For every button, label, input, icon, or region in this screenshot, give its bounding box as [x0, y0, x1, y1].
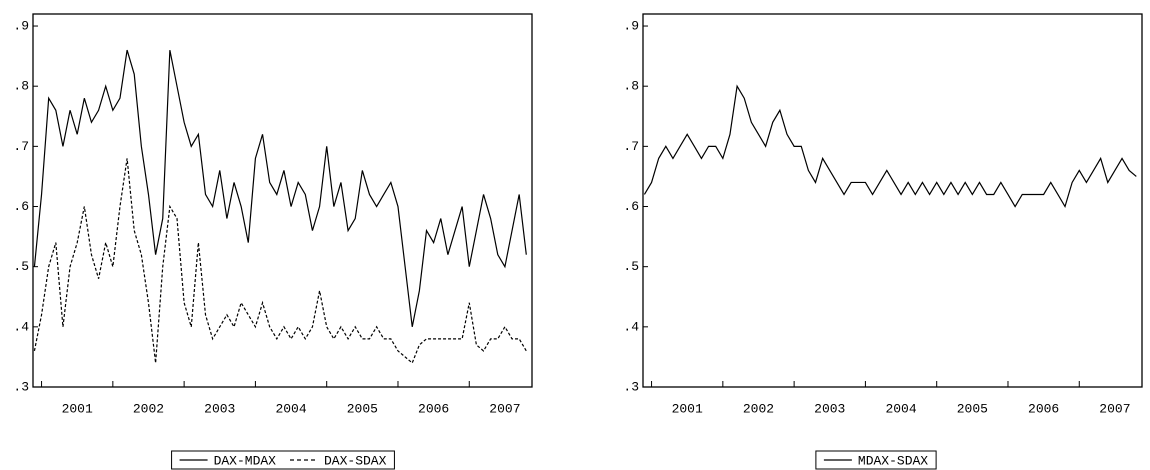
y-tick-label: .3 [623, 379, 639, 394]
y-tick-label: .8 [13, 79, 29, 94]
plot-frame [642, 13, 1143, 388]
x-tick-label: 2007 [1099, 401, 1130, 416]
y-tick-label: .6 [623, 199, 639, 214]
plot-frame [32, 13, 533, 388]
y-tick-label: .5 [13, 259, 29, 274]
legend-label: MDAX-SDAX [858, 453, 928, 468]
x-tick-label: 2001 [62, 401, 93, 416]
x-tick-label: 2002 [743, 401, 774, 416]
chart-panel: .3 .4 .5 .6 .7 .8 .9 2001 2002 2003 2004 2005 2006 20… [13, 13, 533, 470]
x-tick-label: 2002 [133, 401, 164, 416]
y-tick-label: .4 [623, 319, 639, 334]
x-tick-label: 2003 [814, 401, 845, 416]
legend-label: DAX-SDAX [324, 453, 387, 468]
y-tick-label: .4 [13, 319, 29, 334]
x-tick-label: 2001 [672, 401, 703, 416]
series-line [33, 49, 527, 327]
legend-box [171, 450, 395, 470]
x-tick-label: 2004 [275, 401, 306, 416]
x-tick-label: 2007 [489, 401, 520, 416]
y-tick-label: .5 [623, 259, 639, 274]
x-tick-label: 2005 [347, 401, 378, 416]
chart-panel: .3 .4 .5 .6 .7 .8 .9 2001 2002 2003 2004 2005 2006 20… [623, 13, 1143, 470]
legend-label: DAX-MDAX [214, 453, 277, 468]
y-tick-label: .7 [623, 139, 639, 154]
legend: MDAX-SDAX [815, 450, 937, 470]
y-tick-label: .7 [13, 139, 29, 154]
x-tick-label: 2003 [204, 401, 235, 416]
x-tick-label: 2005 [957, 401, 988, 416]
y-tick-label: .8 [623, 79, 639, 94]
y-tick-label: .9 [13, 18, 29, 33]
y-tick-label: .6 [13, 199, 29, 214]
legend: DAX-MDAX DAX-SDAX [171, 450, 395, 470]
x-tick-label: 2006 [418, 401, 449, 416]
x-tick-label: 2006 [1028, 401, 1059, 416]
y-tick-label: .3 [13, 379, 29, 394]
legend-box [815, 450, 937, 470]
series-line [643, 84, 1137, 209]
x-tick-label: 2004 [885, 401, 916, 416]
series-line [33, 158, 527, 364]
y-tick-label: .9 [623, 18, 639, 33]
